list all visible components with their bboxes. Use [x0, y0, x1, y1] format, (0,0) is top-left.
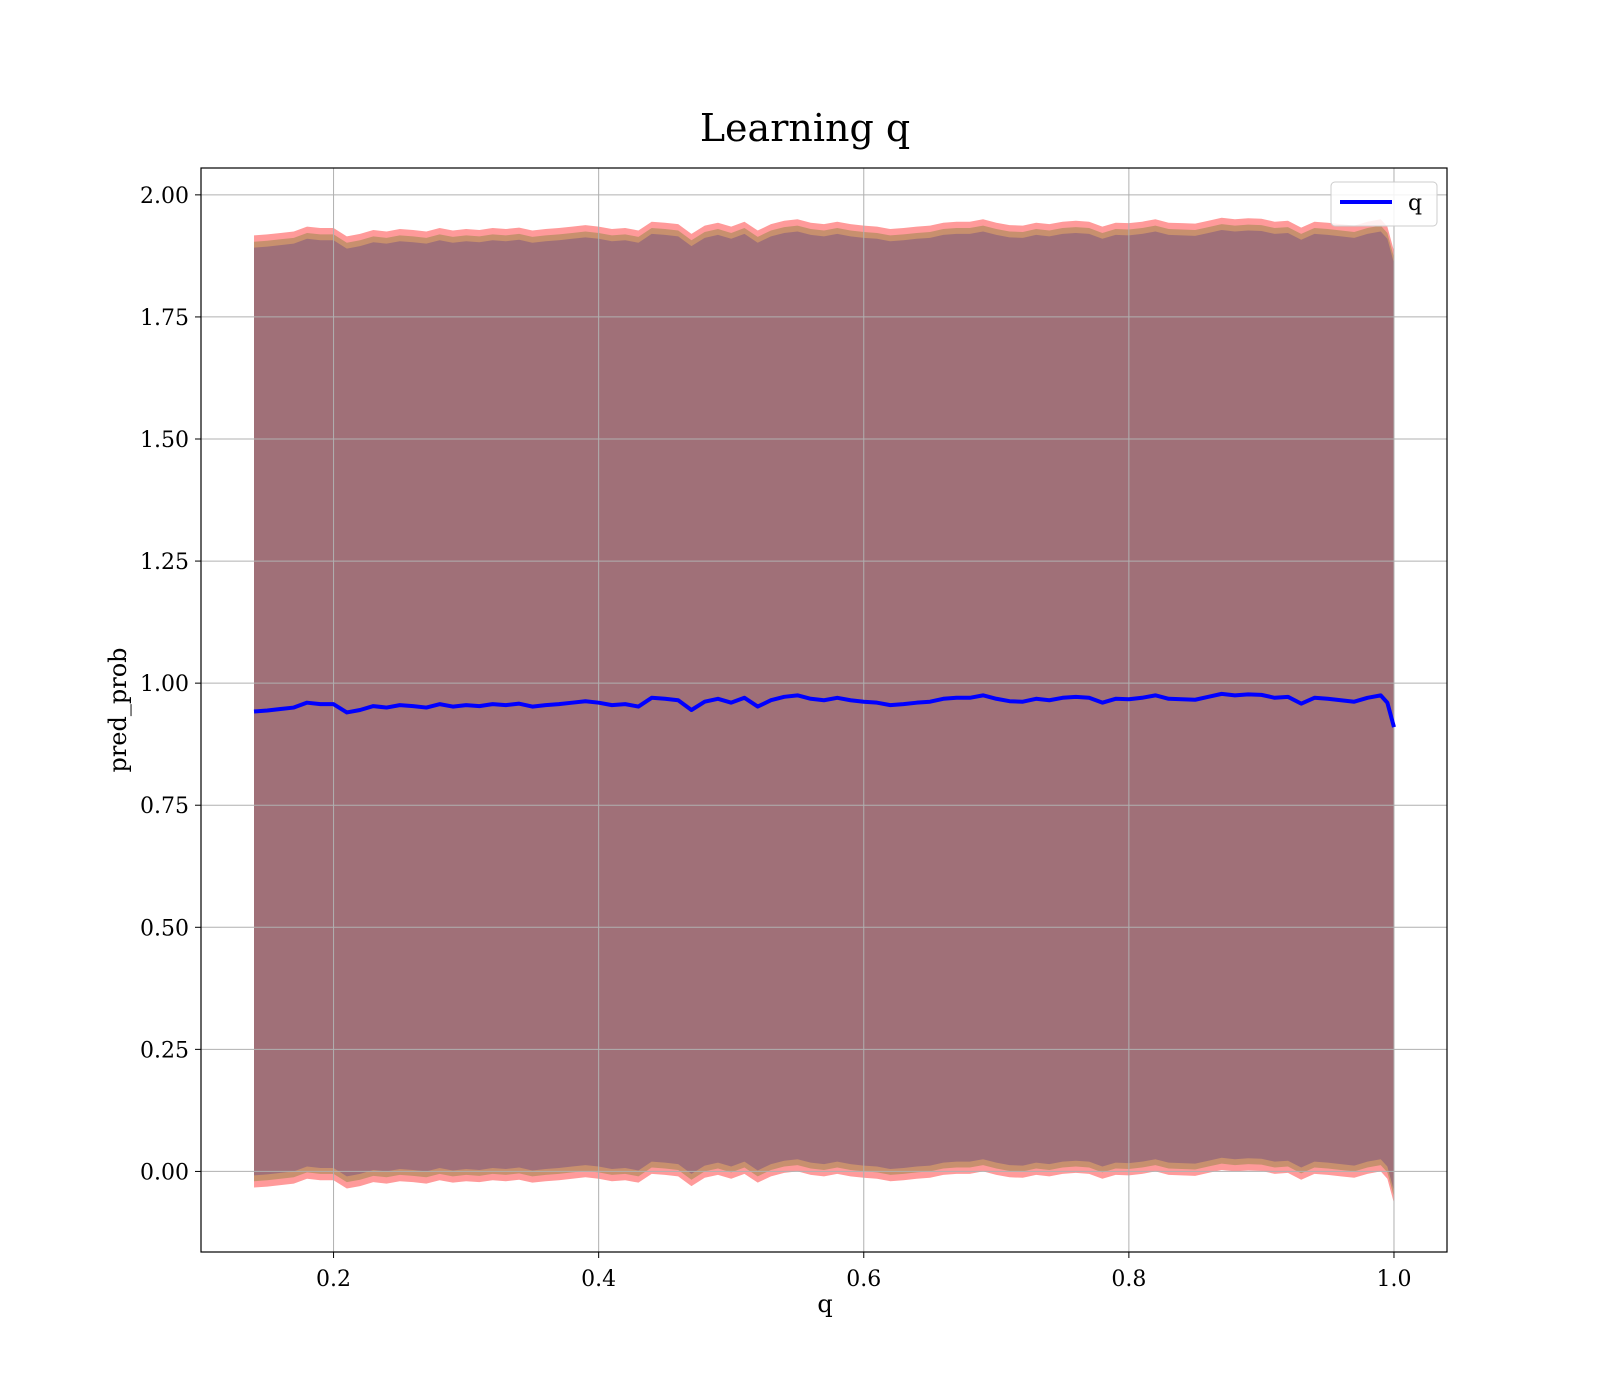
x-axis-label: q [817, 1290, 832, 1318]
x-tick-label: 0.8 [1111, 1267, 1146, 1292]
x-tick-label: 0.6 [846, 1267, 881, 1292]
y-tick-label: 1.25 [140, 550, 189, 575]
x-axis-ticks: 0.2 0.4 0.6 0.8 1.0 [316, 1252, 1411, 1292]
confidence-bands [254, 217, 1394, 1204]
x-tick-label: 0.2 [316, 1267, 351, 1292]
y-axis-ticks: 0.00 0.25 0.50 0.75 1.00 1.25 1.50 1.75 2.00 [140, 184, 201, 1185]
band-inner [254, 230, 1394, 1191]
grid-lines [201, 168, 1447, 1252]
legend-label-q: q [1408, 191, 1422, 216]
x-tick-label: 0.4 [581, 1267, 616, 1292]
x-tick-label: 1.0 [1376, 1267, 1411, 1292]
plot-area [200, 167, 1448, 1253]
legend: q [1330, 181, 1438, 227]
y-tick-label: 0.75 [140, 794, 189, 819]
y-tick-label: 1.50 [140, 428, 189, 453]
series-line-q [253, 691, 1396, 728]
y-axis-label: pred_prob [104, 647, 132, 772]
y-tick-label: 0.50 [140, 916, 189, 941]
y-tick-label: 0.25 [140, 1038, 189, 1063]
chart-title: Learning q [700, 106, 910, 150]
axes-frame [200, 167, 1448, 1253]
y-tick-label: 1.00 [140, 672, 189, 697]
y-tick-label: 0.00 [140, 1160, 189, 1185]
series-lines [253, 691, 1396, 728]
y-tick-label: 1.75 [140, 306, 189, 331]
y-tick-label: 2.00 [140, 184, 189, 209]
